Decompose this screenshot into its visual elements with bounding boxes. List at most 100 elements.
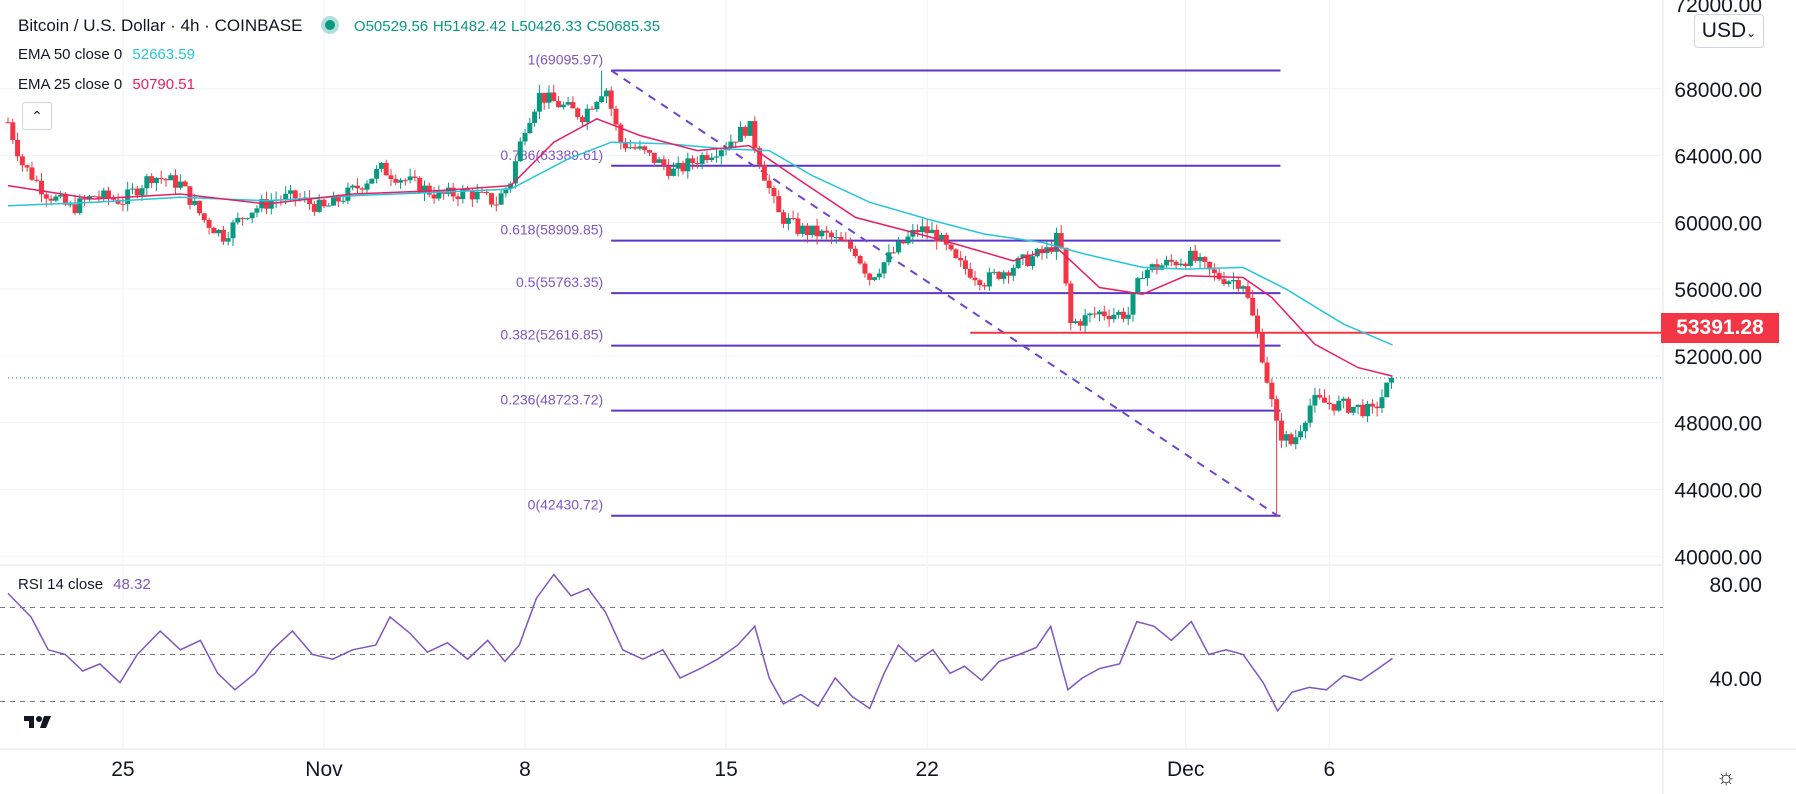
- candle-body[interactable]: [1221, 279, 1227, 285]
- candle-body[interactable]: [776, 196, 782, 213]
- candle-body[interactable]: [522, 133, 528, 142]
- candle-body[interactable]: [967, 268, 973, 278]
- candle-body[interactable]: [771, 188, 777, 197]
- candle-body[interactable]: [326, 205, 332, 207]
- candle-body[interactable]: [637, 146, 643, 149]
- candle-body[interactable]: [929, 229, 935, 234]
- candle-body[interactable]: [1192, 250, 1198, 261]
- candle-body[interactable]: [493, 204, 499, 206]
- candle-body[interactable]: [134, 188, 140, 196]
- candle-body[interactable]: [235, 217, 241, 223]
- candle-body[interactable]: [350, 185, 356, 188]
- candle-body[interactable]: [1259, 333, 1265, 363]
- candle-body[interactable]: [584, 108, 590, 123]
- candle-body[interactable]: [943, 234, 949, 245]
- candle-body[interactable]: [1039, 249, 1045, 254]
- candle-body[interactable]: [421, 185, 427, 193]
- candle-body[interactable]: [354, 185, 360, 189]
- candle-body[interactable]: [1389, 377, 1395, 383]
- candle-body[interactable]: [144, 176, 150, 189]
- candle-body[interactable]: [331, 195, 337, 206]
- candle-body[interactable]: [474, 191, 480, 200]
- candle-body[interactable]: [761, 164, 767, 181]
- candle-body[interactable]: [1264, 362, 1270, 383]
- candle-body[interactable]: [53, 196, 59, 201]
- candle-body[interactable]: [565, 102, 571, 105]
- candle-body[interactable]: [594, 102, 600, 110]
- candle-body[interactable]: [364, 183, 370, 190]
- candle-body[interactable]: [517, 141, 523, 162]
- candle-body[interactable]: [1374, 406, 1380, 409]
- candle-body[interactable]: [579, 117, 585, 123]
- candle-body[interactable]: [388, 175, 394, 179]
- candle-body[interactable]: [383, 162, 389, 176]
- candle-body[interactable]: [613, 108, 619, 125]
- candle-body[interactable]: [972, 277, 978, 281]
- candle-body[interactable]: [479, 191, 485, 193]
- candle-body[interactable]: [560, 104, 566, 108]
- candle-body[interactable]: [862, 263, 868, 274]
- candle-body[interactable]: [1116, 311, 1122, 315]
- candle-body[interactable]: [795, 218, 801, 234]
- candle-body[interactable]: [551, 92, 557, 102]
- candle-body[interactable]: [819, 230, 825, 237]
- candle-body[interactable]: [101, 190, 107, 198]
- candle-body[interactable]: [498, 193, 504, 205]
- candle-body[interactable]: [177, 181, 183, 188]
- candle-body[interactable]: [685, 158, 691, 172]
- candle-body[interactable]: [1293, 437, 1299, 445]
- candle-body[interactable]: [158, 177, 164, 180]
- candle-body[interactable]: [1336, 400, 1342, 411]
- candle-body[interactable]: [149, 176, 155, 184]
- candle-body[interactable]: [77, 198, 83, 214]
- candle-body[interactable]: [556, 101, 562, 108]
- candle-body[interactable]: [244, 218, 250, 220]
- candle-body[interactable]: [1235, 280, 1241, 289]
- candle-body[interactable]: [1068, 283, 1074, 324]
- candle-body[interactable]: [958, 257, 964, 261]
- candle-body[interactable]: [316, 199, 322, 212]
- candle-body[interactable]: [359, 188, 365, 190]
- candle-body[interactable]: [986, 272, 992, 287]
- candle-body[interactable]: [321, 199, 327, 207]
- candle-body[interactable]: [153, 177, 159, 184]
- candle-body[interactable]: [766, 180, 772, 189]
- candle-body[interactable]: [168, 175, 174, 181]
- candle-body[interactable]: [876, 273, 882, 278]
- symbol-name[interactable]: Bitcoin / U.S. Dollar: [18, 16, 166, 35]
- candle-body[interactable]: [757, 147, 763, 165]
- candle-body[interactable]: [1250, 297, 1256, 316]
- candle-body[interactable]: [656, 159, 662, 163]
- candle-body[interactable]: [1130, 293, 1136, 315]
- candle-body[interactable]: [680, 163, 686, 172]
- candle-body[interactable]: [977, 280, 983, 286]
- candle-body[interactable]: [546, 92, 552, 103]
- candle-body[interactable]: [82, 198, 88, 200]
- candle-body[interactable]: [1369, 403, 1375, 407]
- candle-body[interactable]: [196, 200, 202, 214]
- candle-body[interactable]: [1154, 264, 1160, 270]
- candle-body[interactable]: [1173, 261, 1179, 266]
- candle-body[interactable]: [307, 197, 313, 205]
- candle-body[interactable]: [632, 147, 638, 149]
- candle-body[interactable]: [872, 277, 878, 280]
- candle-body[interactable]: [1001, 272, 1007, 279]
- candle-body[interactable]: [1274, 399, 1280, 421]
- candle-body[interactable]: [704, 155, 710, 161]
- candle-body[interactable]: [848, 241, 854, 249]
- candle-body[interactable]: [895, 241, 901, 253]
- candle-body[interactable]: [1240, 286, 1246, 289]
- candle-body[interactable]: [1298, 431, 1304, 438]
- candle-body[interactable]: [804, 225, 810, 236]
- candle-body[interactable]: [781, 212, 787, 224]
- candle-body[interactable]: [1144, 269, 1150, 279]
- candle-body[interactable]: [129, 188, 135, 190]
- fib-trend-line[interactable]: [610, 69, 1279, 517]
- rsi-line[interactable]: [7, 573, 1393, 713]
- candle-body[interactable]: [1082, 315, 1088, 326]
- candle-body[interactable]: [891, 252, 897, 254]
- candle-body[interactable]: [828, 232, 834, 238]
- rsi-legend[interactable]: RSI 14 close 48.32: [18, 576, 151, 593]
- candle-body[interactable]: [106, 190, 112, 199]
- candle-body[interactable]: [1111, 314, 1117, 320]
